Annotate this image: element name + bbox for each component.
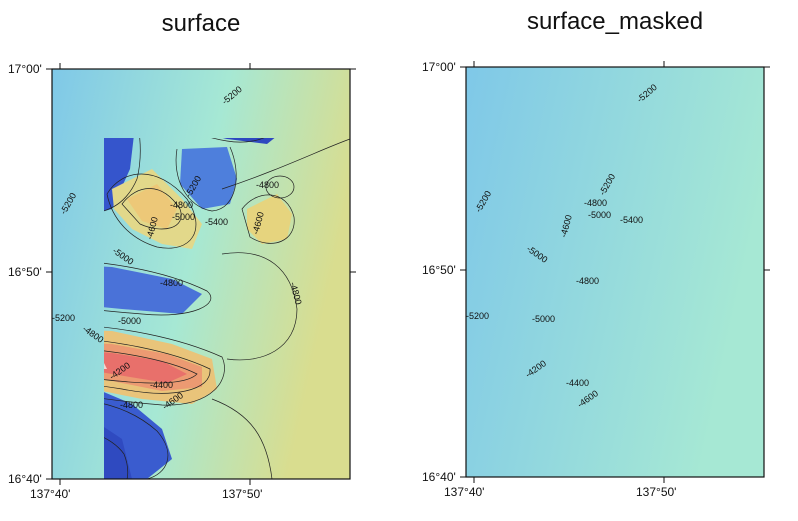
map-right: 17°00' 16°50' 16°40' 137°40' 137°50' -52…: [422, 60, 770, 499]
left-xtick-0: 137°40': [30, 487, 70, 501]
left-clabel-14: -5000: [118, 316, 141, 326]
map-title-left: surface: [161, 10, 241, 37]
left-ytick-2: 16°40': [8, 472, 42, 486]
left-clabel-12: -5200: [52, 313, 75, 323]
right-xtick-1: 137°50': [636, 485, 676, 499]
right-clabel-4: -5000: [588, 210, 611, 220]
right-clabel-2: -4800: [584, 198, 607, 208]
right-xtick-0: 137°40': [444, 485, 484, 499]
map-left: 17°00' 16°50' 16°40' 137°40' 137°50' -52…: [8, 62, 356, 501]
left-clabel-17: -4800: [120, 400, 143, 410]
right-clabel-6: -5400: [620, 215, 643, 225]
right-clabel-12: -4400: [566, 378, 589, 388]
map-title-right: surface_masked: [526, 8, 704, 35]
right-ytick-0: 17°00': [422, 60, 456, 74]
left-clabel-3: -4800: [256, 180, 279, 190]
left-clabel-10: -4800: [160, 278, 183, 288]
right-ytick-2: 16°40': [422, 470, 456, 484]
left-ytick-0: 17°00': [8, 62, 42, 76]
left-clabel-5: -5000: [172, 212, 195, 222]
left-xtick-1: 137°50': [222, 487, 262, 501]
left-clabel-2: -4800: [170, 200, 193, 210]
left-clabel-7: -5400: [205, 217, 228, 227]
left-ytick-1: 16°50': [8, 265, 42, 279]
right-clabel-10: -5000: [532, 314, 555, 324]
right-ytick-1: 16°50': [422, 263, 456, 277]
left-clabel-16: -4400: [150, 380, 173, 390]
right-clabel-9: -5200: [466, 311, 489, 321]
right-clabel-8: -4800: [576, 276, 599, 286]
